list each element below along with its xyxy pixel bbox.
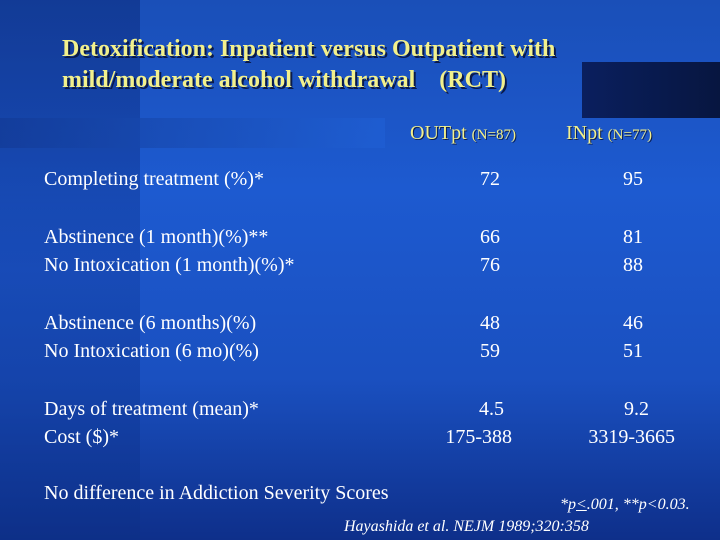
footnote-severity-scores: No difference in Addiction Severity Scor…	[44, 482, 389, 504]
column-header-outpatient-label: OUTpt	[410, 122, 467, 144]
column-header-outpatient: OUTpt (N=87)	[410, 122, 516, 145]
row-value-outpatient: 4.5	[479, 398, 504, 420]
row-value-inpatient: 9.2	[624, 398, 649, 420]
row-value-inpatient: 88	[623, 254, 643, 276]
row-value-inpatient: 3319-3665	[588, 426, 675, 448]
row-value-outpatient: 72	[480, 168, 500, 190]
slide-title: Detoxification: Inpatient versus Outpati…	[62, 34, 702, 96]
slide-title-line-2: mild/moderate alcohol withdrawal (RCT)	[62, 67, 506, 93]
row-value-outpatient: 66	[480, 226, 500, 248]
row-label-abstinence-1-month: Abstinence (1 month)(%)**	[44, 226, 269, 248]
background-band-top-right	[582, 62, 720, 118]
row-label-cost: Cost ($)*	[44, 426, 119, 448]
row-value-outpatient: 175-388	[445, 426, 512, 448]
row-value-inpatient: 81	[623, 226, 643, 248]
significance-le-symbol: <	[576, 496, 587, 513]
citation: Hayashida et al. NEJM 1989;320:358	[344, 518, 589, 535]
row-label-days-of-treatment: Days of treatment (mean)*	[44, 398, 259, 420]
header-band	[0, 118, 385, 148]
column-header-inpatient: INpt (N=77)	[566, 122, 652, 145]
background-band-left	[0, 0, 140, 540]
significance-note: *p<.001, **p<0.03.	[560, 496, 690, 514]
row-label-no-intoxication-6-mo: No Intoxication (6 mo)(%)	[44, 340, 259, 362]
column-header-outpatient-n: (N=87)	[471, 127, 516, 143]
row-value-outpatient: 76	[480, 254, 500, 276]
slide-title-line-1: Detoxification: Inpatient versus Outpati…	[62, 36, 556, 62]
column-header-inpatient-n: (N=77)	[607, 127, 652, 143]
row-label-no-intoxication-1-month: No Intoxication (1 month)(%)*	[44, 254, 295, 276]
row-value-inpatient: 51	[623, 340, 643, 362]
significance-prefix: *p	[560, 496, 576, 513]
row-label-abstinence-6-months: Abstinence (6 months)(%)	[44, 312, 257, 334]
significance-rest: .001, **p<0.03.	[586, 496, 690, 513]
row-value-outpatient: 48	[480, 312, 500, 334]
row-label-completing-treatment: Completing treatment (%)*	[44, 168, 264, 190]
column-header-inpatient-label: INpt	[566, 122, 603, 144]
row-value-outpatient: 59	[480, 340, 500, 362]
row-value-inpatient: 46	[623, 312, 643, 334]
row-value-inpatient: 95	[623, 168, 643, 190]
